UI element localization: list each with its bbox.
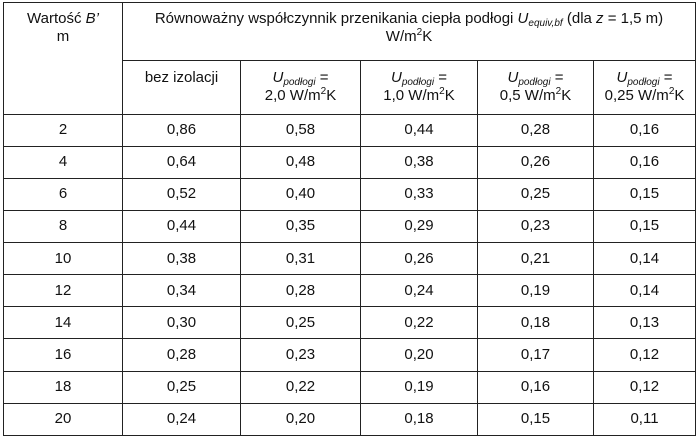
- coefficient-cell: 0,12: [592, 370, 697, 404]
- coefficient-unit: W/m2K: [385, 27, 433, 46]
- width-cell: 8: [3, 209, 123, 244]
- coefficient-cell: 0,15: [592, 209, 697, 244]
- coefficient-cell: 0,29: [360, 209, 478, 244]
- coefficient-cell: 0,14: [592, 274, 697, 308]
- coefficient-cell: 0,48: [240, 145, 361, 179]
- coefficient-cell: 0,25: [240, 306, 361, 340]
- u-floor-header: Upodłogi = 1,0 W/m2K: [360, 60, 478, 115]
- width-cell: 12: [3, 274, 123, 308]
- coefficient-cell: 0,24: [360, 274, 478, 308]
- table-row: 16 0,28 0,23 0,20 0,17 0,12: [3, 338, 697, 372]
- coefficient-condition-open: (dla: [562, 10, 597, 27]
- coefficient-cell: 0,19: [477, 274, 594, 308]
- coefficient-cell: 0,16: [592, 145, 697, 179]
- coefficient-condition-close: = 1,5 m): [603, 10, 664, 27]
- coefficient-cell: 0,25: [122, 370, 241, 404]
- coefficient-cell: 0,16: [477, 370, 594, 404]
- coefficient-cell: 0,15: [592, 177, 697, 211]
- width-cell: 16: [3, 338, 123, 372]
- width-label: Wartość: [27, 10, 86, 27]
- u-symbol: U: [390, 69, 402, 87]
- u-value: 1,0: [383, 87, 405, 105]
- coefficient-cell: 0,24: [122, 402, 241, 437]
- coefficient-cell: 0,22: [360, 306, 478, 340]
- coefficient-cell: 0,58: [240, 113, 361, 147]
- coefficient-subscript: equiv,bf: [528, 18, 563, 29]
- u-value: 0,5: [499, 87, 521, 105]
- coefficient-cell: 0,20: [360, 338, 478, 372]
- no-insulation-header: bez izolacji: [122, 60, 241, 115]
- coefficient-cell: 0,18: [360, 402, 478, 437]
- coefficient-cell: 0,14: [592, 242, 697, 276]
- table-row: 4 0,64 0,48 0,38 0,26 0,16: [3, 145, 697, 179]
- coefficient-cell: 0,19: [360, 370, 478, 404]
- width-cell: 20: [3, 402, 123, 437]
- coefficient-cell: 0,38: [360, 145, 478, 179]
- u-floor-header: Upodłogi = 0,25 W/m2K: [592, 60, 697, 115]
- table-row: 18 0,25 0,22 0,19 0,16 0,12: [3, 370, 697, 404]
- coefficient-cell: 0,26: [477, 145, 594, 179]
- u-value: 2,0: [264, 87, 286, 105]
- u-floor-header: Upodłogi = 2,0 W/m2K: [240, 60, 361, 115]
- coefficient-cell: 0,28: [122, 338, 241, 372]
- width-cell: 14: [3, 306, 123, 340]
- width-cell: 18: [3, 370, 123, 404]
- subheader-row: bez izolacji Upodłogi = 2,0 W/m2K Upodłog…: [4, 60, 697, 115]
- heat-transfer-table: Wartość B’ m Równoważny współczynnik prz…: [3, 1, 697, 437]
- coefficient-cell: 0,15: [477, 402, 594, 437]
- coefficient-cell: 0,17: [477, 338, 594, 372]
- coefficient-cell: 0,40: [240, 177, 361, 211]
- width-cell: 10: [3, 242, 123, 276]
- width-symbol: B’: [85, 10, 99, 27]
- u-symbol: U: [616, 69, 628, 87]
- table-row: 2 0,86 0,58 0,44 0,28 0,16: [3, 113, 697, 147]
- width-unit: m: [56, 28, 70, 45]
- coefficient-cell: 0,23: [477, 209, 594, 244]
- u-symbol: U: [507, 69, 519, 87]
- width-column-header: Wartość B’ m: [3, 2, 123, 115]
- coefficient-cell: 0,28: [477, 113, 594, 147]
- u-value: 0,25: [604, 87, 634, 105]
- coefficient-cell: 0,30: [122, 306, 241, 340]
- u-symbol: U: [272, 69, 284, 87]
- table-row: 20 0,24 0,20 0,18 0,15 0,11: [3, 402, 697, 437]
- coefficient-cell: 0,44: [122, 209, 241, 244]
- coefficient-header: Równoważny współczynnik przenikania ciep…: [121, 1, 697, 62]
- table-row: 8 0,44 0,35 0,29 0,23 0,15: [3, 209, 697, 244]
- coefficient-cell: 0,28: [240, 274, 361, 308]
- coefficient-cell: 0,22: [240, 370, 361, 404]
- width-cell: 6: [3, 177, 123, 211]
- table-row: 12 0,34 0,28 0,24 0,19 0,14: [3, 274, 697, 308]
- coefficient-cell: 0,23: [240, 338, 361, 372]
- coefficient-cell: 0,52: [122, 177, 241, 211]
- coefficient-cell: 0,44: [360, 113, 478, 147]
- coefficient-cell: 0,25: [477, 177, 594, 211]
- coefficient-cell: 0,34: [122, 274, 241, 308]
- u-floor-header: Upodłogi = 0,5 W/m2K: [477, 60, 594, 115]
- coefficient-cell: 0,31: [240, 242, 361, 276]
- coefficient-cell: 0,35: [240, 209, 361, 244]
- coefficient-cell: 0,38: [122, 242, 241, 276]
- coefficient-cell: 0,21: [477, 242, 594, 276]
- width-cell: 4: [3, 145, 123, 179]
- table-row: 6 0,52 0,40 0,33 0,25 0,15: [3, 177, 697, 211]
- coefficient-cell: 0,64: [122, 145, 241, 179]
- coefficient-cell: 0,16: [592, 113, 697, 147]
- depth-symbol: z: [596, 10, 604, 27]
- coefficient-cell: 0,12: [592, 338, 697, 372]
- table-row: 14 0,30 0,25 0,22 0,18 0,13: [3, 306, 697, 340]
- table-row: 10 0,38 0,31 0,26 0,21 0,14: [3, 242, 697, 276]
- coefficient-cell: 0,11: [592, 402, 697, 437]
- coefficient-symbol: U: [517, 10, 529, 27]
- coefficient-cell: 0,13: [592, 306, 697, 340]
- coefficient-cell: 0,86: [122, 113, 241, 147]
- header-row: Wartość B’ m Równoważny współczynnik prz…: [3, 1, 697, 115]
- width-cell: 2: [3, 113, 123, 147]
- coefficient-cell: 0,20: [240, 402, 361, 437]
- coefficient-title: Równoważny współczynnik przenikania ciep…: [154, 10, 518, 27]
- coefficient-cell: 0,26: [360, 242, 478, 276]
- coefficient-cell: 0,18: [477, 306, 594, 340]
- coefficient-cell: 0,33: [360, 177, 478, 211]
